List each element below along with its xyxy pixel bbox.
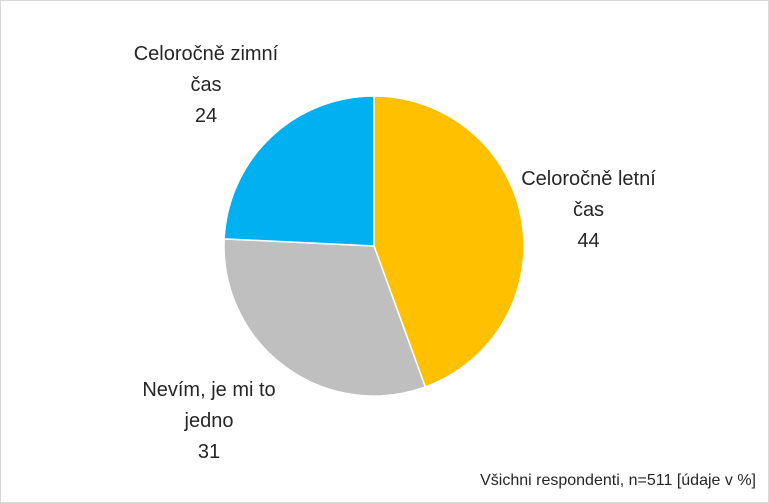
- slice-label: Celoročně letní čas 44: [521, 164, 656, 257]
- pie-slice: [373, 95, 525, 388]
- pie-slice: [223, 238, 427, 397]
- category-label: Nevím, je mi to jedno: [142, 379, 276, 432]
- value-label: 44: [577, 230, 600, 252]
- note: Všichni respondenti, n=511 [údaje v %]: [480, 472, 756, 489]
- category-label: Celoročně letní čas: [521, 168, 656, 221]
- slice-label: Celoročně zimní čas 24: [131, 39, 281, 132]
- slice-label: Nevím, je mi to jedno 31: [129, 375, 289, 468]
- value-label: 24: [194, 105, 218, 127]
- value-label: 31: [197, 441, 221, 463]
- pie-slice: [223, 95, 375, 247]
- category-label: Celoročně zimní čas: [133, 43, 279, 96]
